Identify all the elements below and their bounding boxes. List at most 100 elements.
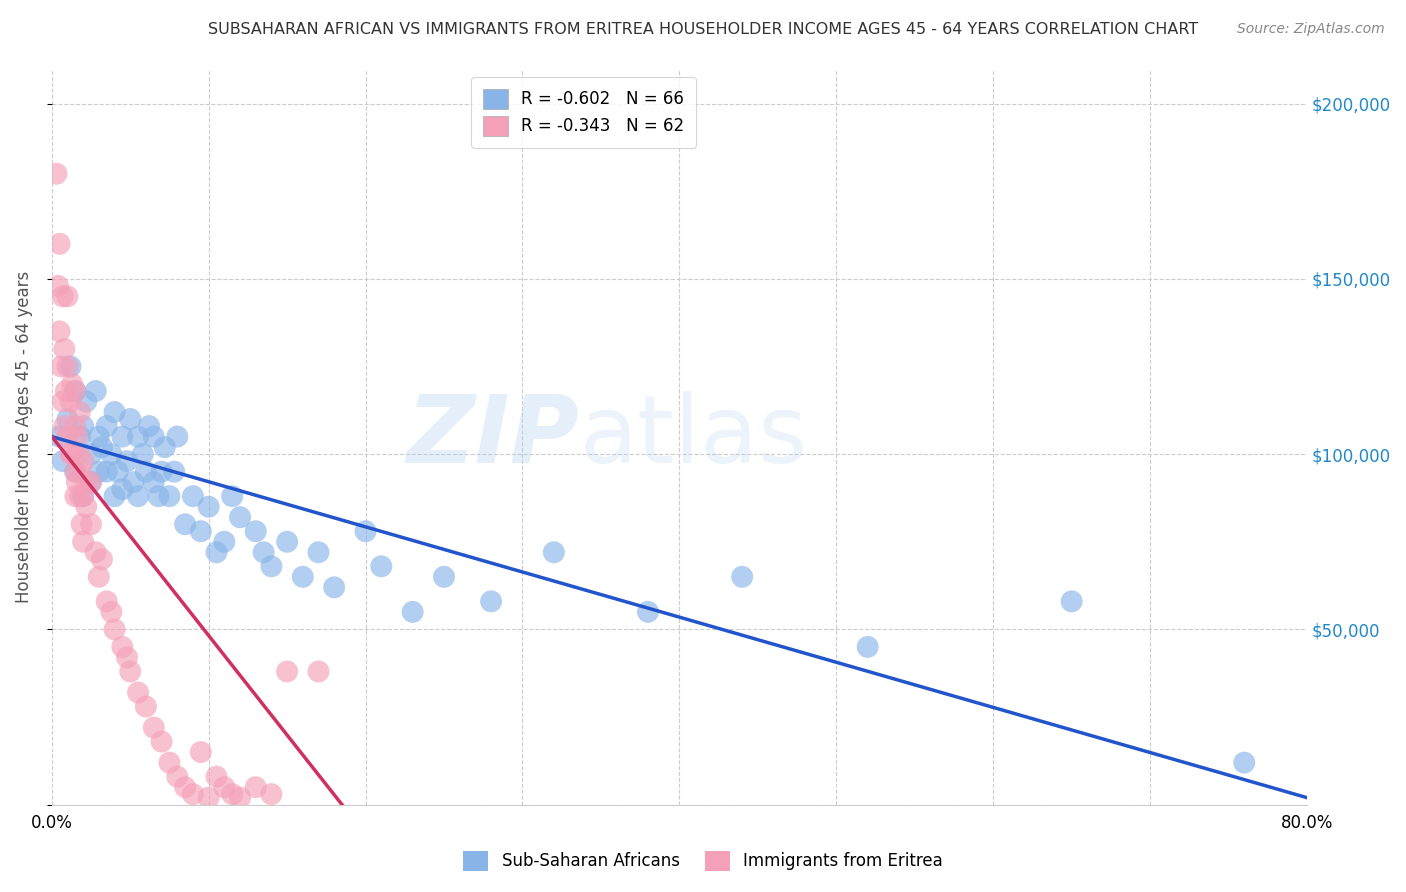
Point — [245, 780, 267, 794]
Point — [245, 524, 267, 539]
Point — [111, 640, 134, 654]
Point — [72, 489, 94, 503]
Point — [96, 465, 118, 479]
Point — [96, 594, 118, 608]
Point — [46, 278, 69, 293]
Point — [135, 465, 157, 479]
Point — [132, 447, 155, 461]
Point — [56, 289, 79, 303]
Point — [56, 412, 79, 426]
Point — [51, 359, 73, 374]
Point — [731, 570, 754, 584]
Point — [323, 580, 346, 594]
Point — [115, 650, 138, 665]
Point — [84, 545, 107, 559]
Point — [308, 545, 330, 559]
Point — [111, 482, 134, 496]
Point — [52, 454, 75, 468]
Legend: R = -0.602   N = 66, R = -0.343   N = 62: R = -0.602 N = 66, R = -0.343 N = 62 — [471, 77, 696, 147]
Point — [55, 384, 77, 398]
Legend: Sub-Saharan Africans, Immigrants from Eritrea: Sub-Saharan Africans, Immigrants from Er… — [456, 842, 950, 880]
Text: atlas: atlas — [579, 391, 807, 483]
Point — [67, 447, 90, 461]
Point — [197, 790, 219, 805]
Point — [214, 780, 236, 794]
Point — [69, 405, 91, 419]
Point — [69, 465, 91, 479]
Point — [87, 465, 110, 479]
Point — [111, 429, 134, 443]
Point — [66, 429, 89, 443]
Text: Source: ZipAtlas.com: Source: ZipAtlas.com — [1237, 22, 1385, 37]
Point — [59, 447, 82, 461]
Point — [120, 665, 142, 679]
Point — [48, 429, 70, 443]
Point — [72, 534, 94, 549]
Point — [135, 699, 157, 714]
Point — [1060, 594, 1083, 608]
Point — [1233, 756, 1256, 770]
Point — [181, 787, 204, 801]
Point — [174, 517, 197, 532]
Point — [65, 465, 87, 479]
Point — [127, 489, 149, 503]
Point — [190, 524, 212, 539]
Point — [401, 605, 423, 619]
Point — [150, 465, 173, 479]
Point — [214, 534, 236, 549]
Point — [52, 394, 75, 409]
Point — [100, 447, 122, 461]
Point — [122, 475, 145, 490]
Point — [80, 475, 103, 490]
Point — [65, 489, 87, 503]
Point — [45, 167, 67, 181]
Point — [153, 440, 176, 454]
Point — [65, 465, 87, 479]
Point — [166, 429, 188, 443]
Point — [84, 384, 107, 398]
Point — [370, 559, 392, 574]
Point — [65, 419, 87, 434]
Point — [308, 665, 330, 679]
Point — [115, 454, 138, 468]
Point — [260, 559, 283, 574]
Point — [56, 429, 79, 443]
Point — [75, 475, 97, 490]
Text: SUBSAHARAN AFRICAN VS IMMIGRANTS FROM ERITREA HOUSEHOLDER INCOME AGES 45 - 64 YE: SUBSAHARAN AFRICAN VS IMMIGRANTS FROM ER… — [208, 22, 1198, 37]
Point — [159, 489, 181, 503]
Y-axis label: Householder Income Ages 45 - 64 years: Householder Income Ages 45 - 64 years — [15, 270, 32, 603]
Point — [190, 745, 212, 759]
Point — [150, 734, 173, 748]
Point — [60, 377, 83, 392]
Point — [276, 665, 298, 679]
Point — [65, 384, 87, 398]
Point — [72, 489, 94, 503]
Point — [80, 475, 103, 490]
Point — [75, 394, 97, 409]
Point — [69, 429, 91, 443]
Point — [59, 394, 82, 409]
Point — [59, 359, 82, 374]
Point — [252, 545, 274, 559]
Point — [221, 787, 243, 801]
Point — [142, 475, 165, 490]
Point — [260, 787, 283, 801]
Point — [91, 440, 114, 454]
Point — [229, 790, 252, 805]
Point — [229, 510, 252, 524]
Point — [52, 289, 75, 303]
Point — [87, 429, 110, 443]
Point — [96, 419, 118, 434]
Point — [174, 780, 197, 794]
Point — [120, 412, 142, 426]
Point — [127, 429, 149, 443]
Point — [91, 552, 114, 566]
Point — [103, 405, 125, 419]
Point — [159, 756, 181, 770]
Point — [138, 419, 160, 434]
Point — [148, 489, 170, 503]
Point — [53, 419, 76, 434]
Point — [72, 454, 94, 468]
Point — [103, 623, 125, 637]
Point — [87, 570, 110, 584]
